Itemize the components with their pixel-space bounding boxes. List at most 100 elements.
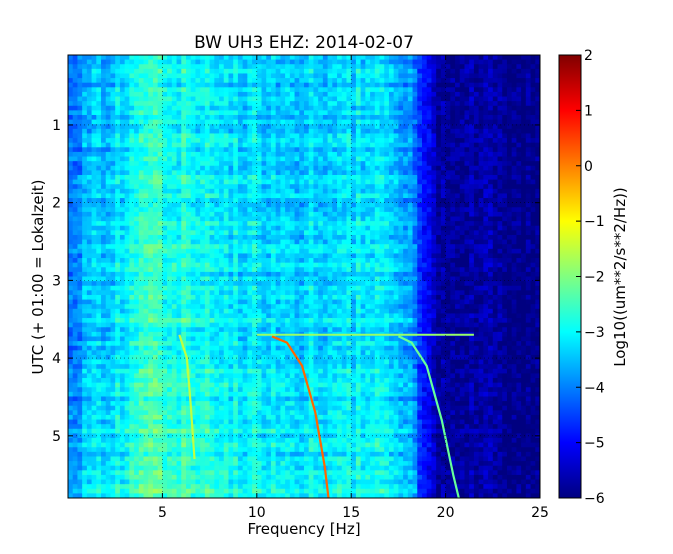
heatmap-cell <box>195 87 201 93</box>
heatmap-cell <box>204 470 211 476</box>
heatmap-cell <box>308 285 315 291</box>
heatmap-cell <box>96 484 102 490</box>
heatmap-cell <box>68 354 74 361</box>
heatmap-cell <box>308 105 315 111</box>
heatmap-cell <box>200 465 206 471</box>
heatmap-cell <box>68 258 74 264</box>
heatmap-cell <box>304 474 310 481</box>
heatmap-cell <box>266 461 272 467</box>
heatmap-cell <box>143 341 149 347</box>
heatmap-cell <box>214 91 220 98</box>
heatmap-cell <box>204 364 211 370</box>
heatmap-cell <box>148 405 154 411</box>
heatmap-cell <box>82 451 88 458</box>
heatmap-cell <box>285 368 291 374</box>
heatmap-cell <box>228 96 234 102</box>
heatmap-cell <box>289 207 296 213</box>
heatmap-cell <box>143 345 149 351</box>
heatmap-cell <box>223 456 230 462</box>
heatmap-cell <box>219 479 225 485</box>
heatmap-cell <box>289 470 296 476</box>
heatmap-cell <box>261 424 267 430</box>
heatmap-cell <box>233 119 239 125</box>
heatmap-cell <box>237 378 244 384</box>
heatmap-cell <box>237 470 244 476</box>
heatmap-cell <box>247 170 253 176</box>
heatmap-cell <box>115 451 121 458</box>
heatmap-cell <box>200 433 206 439</box>
heatmap-cell <box>129 451 135 458</box>
heatmap-cell <box>110 128 116 135</box>
heatmap-cell <box>285 327 291 333</box>
heatmap-cell <box>223 68 230 75</box>
heatmap-cell <box>171 387 178 393</box>
heatmap-cell <box>280 82 286 88</box>
heatmap-cell <box>68 221 74 227</box>
heatmap-cell <box>247 156 253 162</box>
heatmap-cell <box>91 391 97 398</box>
heatmap-cell <box>181 350 187 356</box>
heatmap-cell <box>105 216 112 222</box>
heatmap-cell <box>289 119 296 125</box>
heatmap-cell <box>101 221 107 227</box>
heatmap-cell <box>237 147 244 153</box>
heatmap-cell <box>289 225 296 231</box>
heatmap-cell <box>308 433 315 439</box>
heatmap-cell <box>115 216 121 222</box>
heatmap-cell <box>200 110 206 116</box>
heatmap-cell <box>138 110 145 116</box>
heatmap-cell <box>148 211 154 218</box>
heatmap-cell <box>68 327 74 333</box>
heatmap-cell <box>266 442 272 448</box>
heatmap-cell <box>308 55 315 61</box>
heatmap-cell <box>289 68 296 75</box>
heatmap-cell <box>299 96 305 102</box>
heatmap-cell <box>280 327 286 333</box>
heatmap-cell <box>214 239 220 245</box>
heatmap-cell <box>171 373 178 379</box>
heatmap-cell <box>219 198 225 204</box>
heatmap-cell <box>167 59 173 65</box>
heatmap-cell <box>266 156 272 162</box>
heatmap-cell <box>214 401 220 407</box>
heatmap-cell <box>252 119 258 125</box>
heatmap-cell <box>308 391 315 398</box>
heatmap-cell <box>247 456 253 462</box>
heatmap-cell <box>237 64 244 70</box>
heatmap-cell <box>223 493 230 498</box>
heatmap-cell <box>181 484 187 490</box>
heatmap-cell <box>308 281 315 287</box>
heatmap-cell <box>181 461 187 467</box>
heatmap-cell <box>105 244 112 250</box>
heatmap-cell <box>204 345 211 351</box>
heatmap-cell <box>82 151 88 158</box>
heatmap-cell <box>252 211 258 218</box>
heatmap-cell <box>285 378 291 384</box>
heatmap-cell <box>186 359 192 365</box>
heatmap-cell <box>124 211 130 218</box>
heatmap-cell <box>148 101 154 107</box>
heatmap-cell <box>119 253 126 259</box>
heatmap-cell <box>214 105 220 111</box>
heatmap-cell <box>68 461 74 467</box>
heatmap-cell <box>294 128 300 135</box>
heatmap-cell <box>252 184 258 190</box>
heatmap-cell <box>134 55 140 61</box>
heatmap-cell <box>308 221 315 227</box>
heatmap-cell <box>190 391 197 398</box>
heatmap-cell <box>289 96 296 102</box>
heatmap-cell <box>280 225 286 231</box>
heatmap-cell <box>157 101 163 107</box>
heatmap-cell <box>119 299 126 305</box>
heatmap-cell <box>72 299 79 305</box>
heatmap-cell <box>200 290 206 296</box>
heatmap-cell <box>171 271 178 278</box>
heatmap-cell <box>143 59 149 65</box>
heatmap-cell <box>280 308 286 315</box>
heatmap-cell <box>275 188 281 195</box>
heatmap-cell <box>101 308 107 315</box>
heatmap-cell <box>72 110 79 116</box>
heatmap-cell <box>148 133 154 139</box>
heatmap-cell <box>138 244 145 250</box>
heatmap-cell <box>186 442 192 448</box>
